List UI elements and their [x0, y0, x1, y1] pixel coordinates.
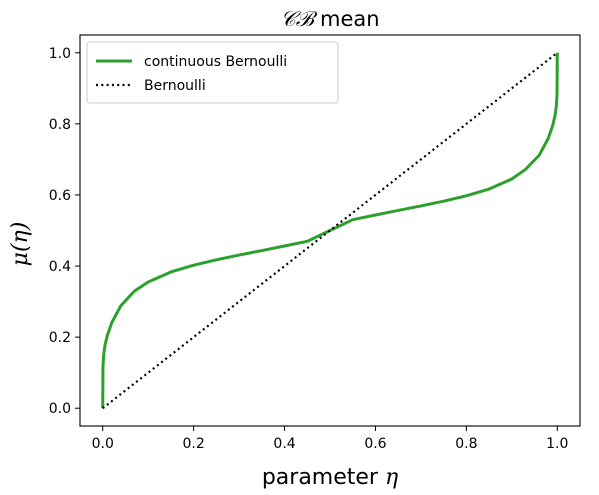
x-axis-label-symbol: η	[385, 465, 398, 490]
legend-box	[86, 41, 339, 104]
series-line-1	[101, 52, 559, 409]
x-tick-label-5: 1.0	[546, 436, 568, 452]
y-tick-label-2: 0.4	[49, 259, 71, 275]
legend-label-2: Bernoulli	[144, 78, 206, 94]
chart-title: 𝒞ℬ mean	[280, 7, 379, 31]
x-tick-label-2: 0.4	[273, 436, 295, 452]
plot-area	[101, 51, 559, 410]
y-tick-label-1: 0.2	[49, 330, 71, 346]
y-tick-label-3: 0.6	[49, 188, 71, 204]
y-axis-label: μ(η)	[8, 222, 33, 267]
axes-frame	[79, 34, 581, 427]
x-tick-label-3: 0.6	[364, 436, 386, 452]
x-tick-label-0: 0.0	[92, 436, 114, 452]
axes: 0.0 0.2 0.4 0.6 0.8 1.0 0.0 0.2 0.4 0.6 0.8 1.0	[49, 34, 581, 452]
y-tick-label-4: 0.8	[49, 117, 71, 133]
chart-title-symbol: 𝒞ℬ	[280, 7, 317, 31]
y-tick-label-0: 0.0	[49, 401, 71, 417]
x-tick-label-1: 0.2	[183, 436, 205, 452]
x-tick-label-4: 0.8	[455, 436, 477, 452]
series-line-2	[102, 51, 558, 410]
legend-label-1: continuous Bernoulli	[144, 54, 287, 70]
legend: continuous Bernoulli Bernoulli	[86, 41, 339, 104]
x-axis-label-text: parameter	[262, 465, 385, 490]
y-tick-label-5: 1.0	[49, 46, 71, 62]
chart-title-text: mean	[313, 7, 379, 31]
x-axis-label: parameter η	[262, 465, 398, 490]
